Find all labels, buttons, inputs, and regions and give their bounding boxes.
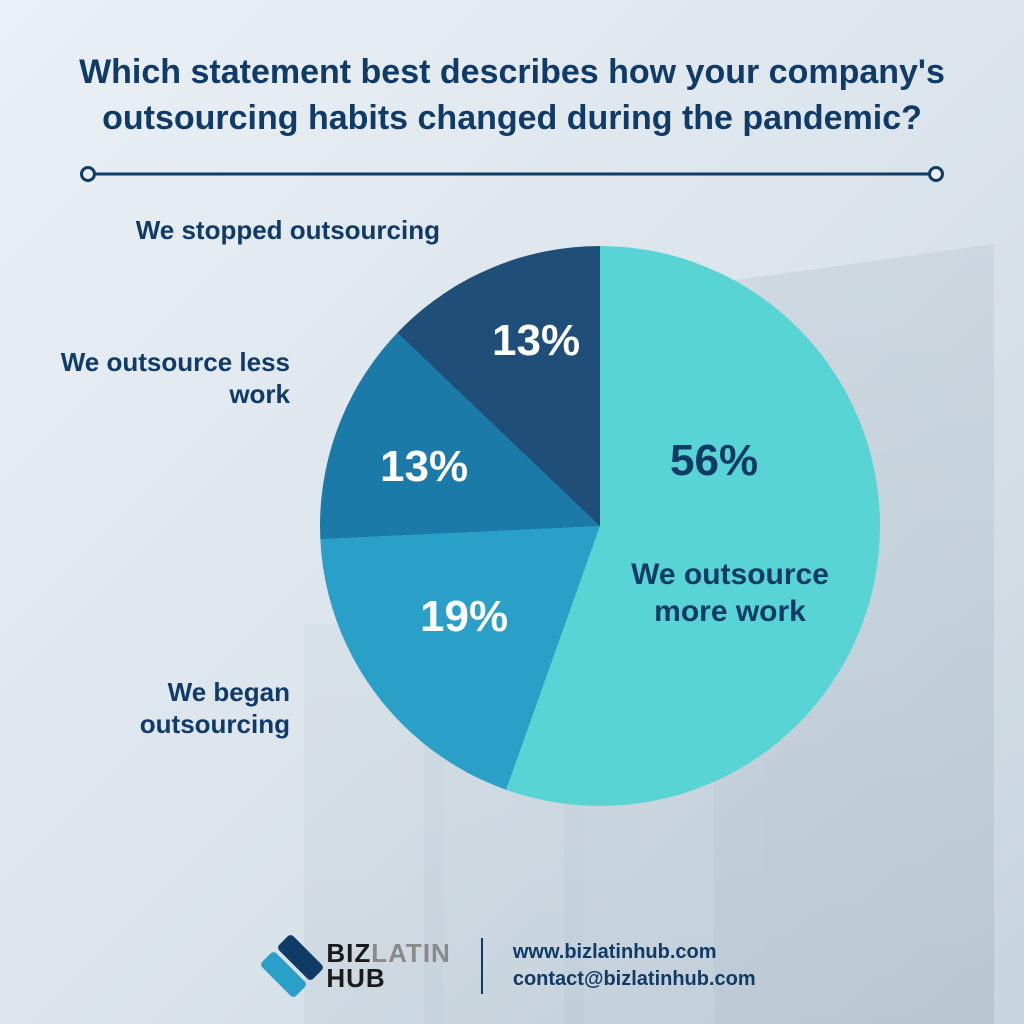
slice-value-less: 13% [380, 442, 468, 492]
slice-label-stopped: We stopped outsourcing [80, 214, 440, 247]
slice-label-less: We outsource less work [40, 346, 290, 411]
content-wrapper: Which statement best describes how your … [0, 0, 1024, 1024]
email-text: contact@bizlatinhub.com [513, 966, 756, 993]
slice-value-stopped: 13% [492, 316, 580, 366]
divider-dot-right [928, 166, 944, 182]
slice-value-began: 19% [420, 592, 508, 642]
divider-dot-left [80, 166, 96, 182]
brand-logo: BIZLATIN HUB [268, 941, 451, 990]
footer: BIZLATIN HUB www.bizlatinhub.com contact… [0, 938, 1024, 994]
slice-label-more: We outsource more work [610, 556, 850, 631]
pie-graphic [320, 246, 880, 806]
logo-text: BIZLATIN HUB [326, 941, 451, 990]
divider-line [88, 172, 936, 175]
chart-title: Which statement best describes how your … [60, 50, 964, 142]
slice-label-began: We began outsourcing [40, 676, 290, 741]
footer-divider [481, 938, 483, 994]
pie-chart: 56% 19% 13% 13% We outsource more work [320, 246, 880, 806]
slice-value-more: 56% [670, 436, 758, 486]
website-text: www.bizlatinhub.com [513, 939, 756, 966]
title-divider [80, 162, 944, 186]
contact-block: www.bizlatinhub.com contact@bizlatinhub.… [513, 939, 756, 993]
chart-area: 56% 19% 13% 13% We outsource more work W… [60, 196, 964, 856]
logo-icon [258, 932, 326, 1000]
